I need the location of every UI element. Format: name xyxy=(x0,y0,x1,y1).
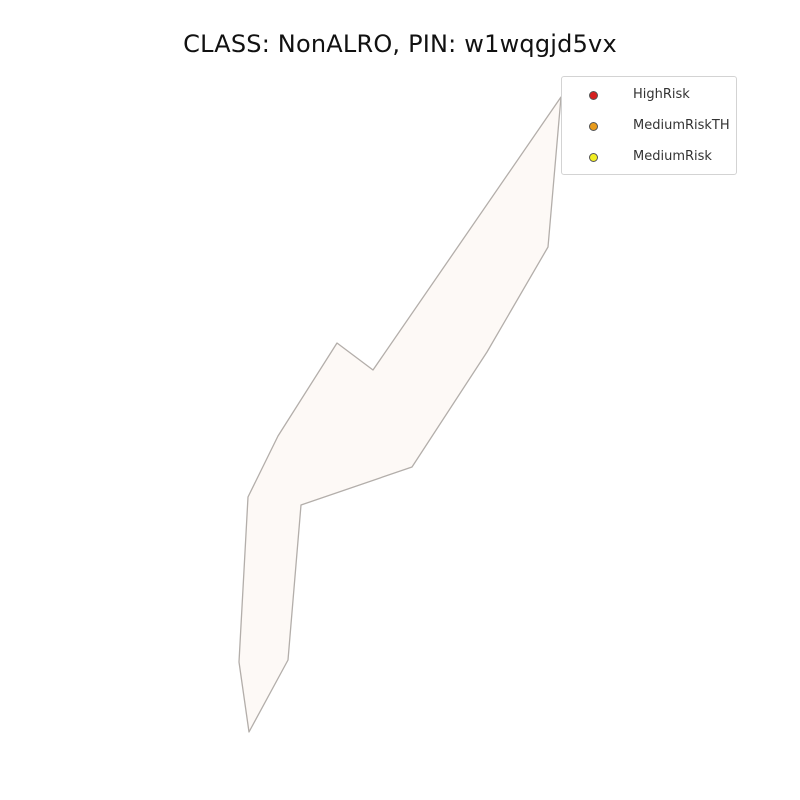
legend-item-mediumriskth: MediumRiskTH xyxy=(562,117,736,137)
legend-label: MediumRiskTH xyxy=(633,118,730,133)
legend-item-highrisk: HighRisk xyxy=(562,86,736,106)
legend-label: MediumRisk xyxy=(633,149,712,164)
legend-label: HighRisk xyxy=(633,87,690,102)
mediumrisk-marker-icon xyxy=(589,153,598,162)
map-legend: HighRisk MediumRiskTH MediumRisk xyxy=(561,76,737,175)
parcel-polygon[interactable] xyxy=(238,96,562,733)
highrisk-marker-icon xyxy=(589,91,598,100)
mediumriskth-marker-icon xyxy=(589,122,598,131)
legend-item-mediumrisk: MediumRisk xyxy=(562,148,736,168)
map-title: CLASS: NonALRO, PIN: w1wqgjd5vx xyxy=(183,30,617,58)
